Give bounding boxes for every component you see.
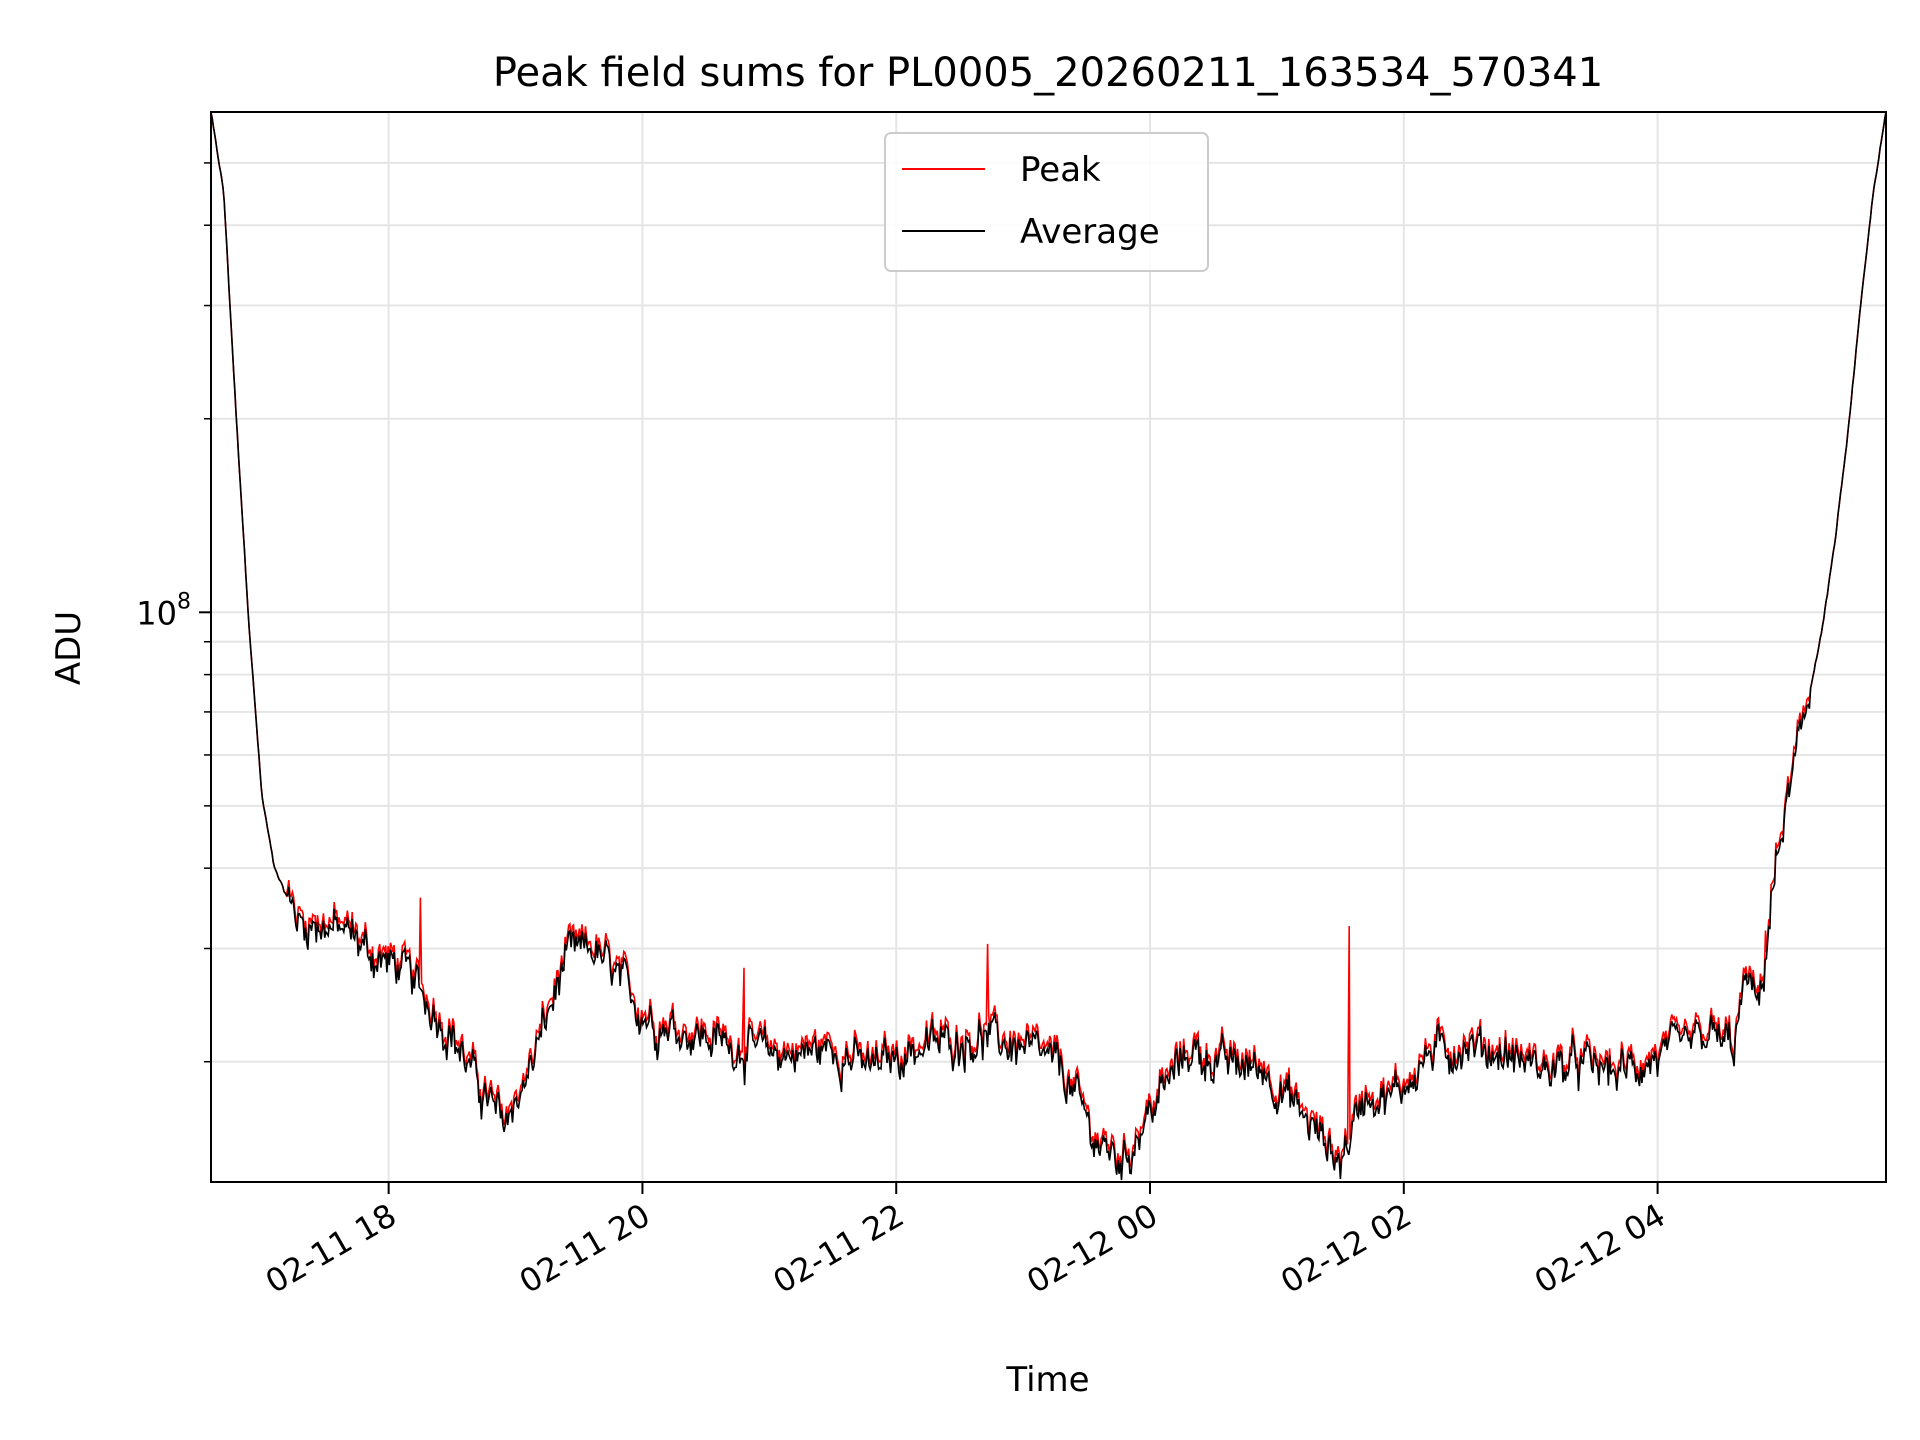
legend: Peak Average — [884, 132, 1209, 272]
legend-peak-label: Peak — [1020, 150, 1101, 190]
x-axis-label: Time — [1005, 1360, 1089, 1400]
y-axis-label: ADU — [49, 611, 89, 685]
legend-average-label: Average — [1020, 212, 1160, 252]
chart-title: Peak field sums for PL0005_20260211_1635… — [493, 50, 1603, 96]
plot-lines — [211, 112, 1886, 1181]
plot-frame — [210, 111, 1887, 1183]
legend-box — [884, 132, 1209, 272]
y-tick-exponent: 8 — [177, 589, 191, 614]
average-series-line — [211, 112, 1886, 1181]
